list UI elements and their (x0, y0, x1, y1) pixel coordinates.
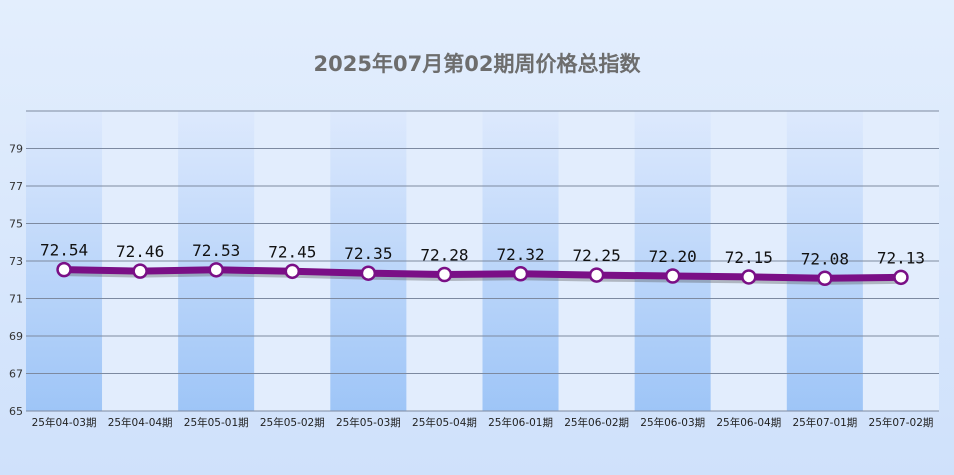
data-label: 72.25 (573, 246, 621, 265)
data-label: 72.53 (192, 241, 240, 260)
y-tick-label: 71 (9, 293, 23, 306)
series-line (60, 266, 905, 285)
x-tick-label: 25年07-01期 (792, 416, 857, 429)
x-axis-ticks: 25年04-03期 25年04-04期 25年05-01期 25年05-02期 25年0… (32, 416, 934, 429)
x-tick-label: 25年04-03期 (32, 416, 97, 429)
data-point (208, 262, 224, 278)
data-point (512, 266, 529, 282)
data-label: 72.13 (877, 248, 925, 267)
x-tick-label: 25年07-02期 (869, 416, 934, 429)
data-point (817, 270, 833, 286)
chart-title: 2025年07月第02期周价格总指数 (314, 52, 642, 76)
x-tick-label: 25年04-04期 (108, 416, 173, 429)
data-label: 72.15 (725, 248, 773, 267)
x-tick-label: 25年06-01期 (488, 416, 553, 429)
data-point (132, 263, 148, 279)
x-tick-label: 25年05-03期 (336, 416, 401, 429)
y-tick-label: 69 (9, 330, 23, 343)
y-tick-label: 75 (9, 218, 23, 231)
data-point (436, 266, 453, 283)
data-label: 72.35 (344, 244, 392, 263)
x-tick-label: 25年06-02期 (564, 416, 629, 429)
x-tick-label: 25年05-01期 (184, 416, 249, 429)
data-label: 72.54 (40, 241, 88, 260)
data-points (56, 261, 909, 286)
gridlines (26, 110, 939, 412)
x-tick-label: 25年06-03期 (640, 416, 705, 429)
y-tick-label: 79 (9, 143, 23, 156)
data-label: 72.45 (268, 242, 316, 261)
series-line-path (60, 266, 905, 282)
x-tick-label: 25年05-02期 (260, 416, 325, 429)
data-label: 72.20 (649, 247, 697, 266)
y-tick-label: 73 (9, 255, 23, 268)
data-point (56, 261, 72, 278)
y-tick-label: 67 (9, 368, 23, 381)
y-tick-label: 77 (9, 180, 23, 193)
data-point (588, 267, 605, 283)
x-tick-label: 25年06-04期 (716, 416, 781, 429)
data-labels: 72.54 72.46 72.53 72.45 72.35 72.28 72.32 72.25… (40, 241, 925, 269)
data-label: 72.28 (420, 246, 468, 265)
data-label: 72.32 (496, 245, 544, 264)
data-point (360, 265, 377, 281)
y-axis-ticks: 65 67 69 71 73 75 77 79 (9, 143, 23, 419)
y-tick-label: 65 (9, 405, 23, 418)
data-point (741, 269, 757, 285)
data-point (664, 268, 681, 284)
data-label: 72.46 (116, 242, 164, 261)
data-point (284, 263, 301, 280)
data-point (893, 269, 909, 286)
data-label: 72.08 (801, 249, 849, 268)
x-tick-label: 25年05-04期 (412, 416, 477, 429)
